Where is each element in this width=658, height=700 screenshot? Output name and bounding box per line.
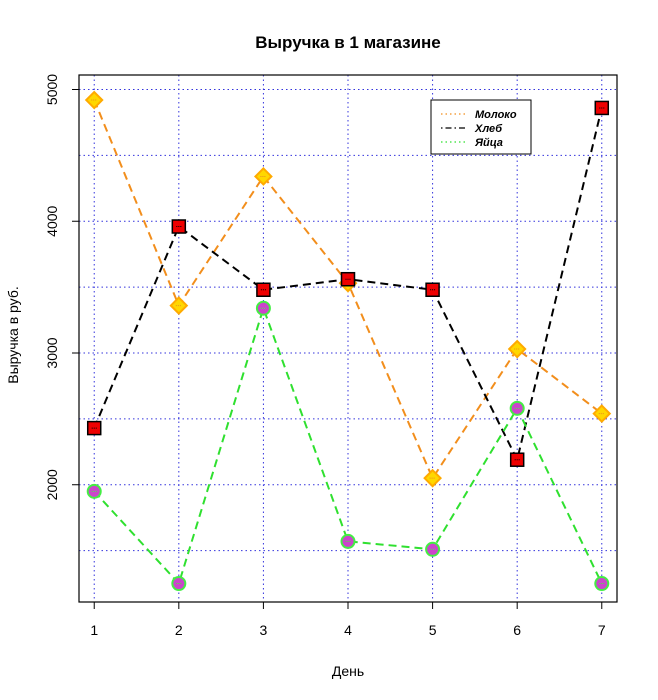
y-tick-label: 3000 <box>44 337 60 368</box>
x-tick-label: 1 <box>90 622 98 638</box>
x-tick-label: 6 <box>513 622 521 638</box>
x-tick-label: 7 <box>598 622 606 638</box>
legend-label: Молоко <box>475 109 517 121</box>
x-tick-label: 2 <box>175 622 183 638</box>
x-tick-label: 5 <box>429 622 437 638</box>
axes: 1 2 3 4 5 6 7 2000 3000 4000 5000 <box>44 74 606 638</box>
series-2 <box>86 100 610 467</box>
y-tick-label: 4000 <box>44 205 60 236</box>
legend-box <box>430 99 532 155</box>
x-tick-label: 4 <box>344 622 352 638</box>
legend: Молоко Хлеб Яйца <box>430 99 532 155</box>
legend-label: Хлеб <box>474 123 503 135</box>
y-tick-label: 5000 <box>44 74 60 105</box>
series-3 <box>86 300 610 592</box>
y-axis-label: Выручка в руб. <box>5 286 21 383</box>
x-axis-label: День <box>332 663 364 679</box>
series-layer <box>84 90 612 592</box>
y-tick-label: 2000 <box>44 469 60 500</box>
x-tick-label: 3 <box>260 622 268 638</box>
legend-label: Яйца <box>474 137 503 149</box>
chart-title: Выручка в 1 магазине <box>255 33 441 52</box>
